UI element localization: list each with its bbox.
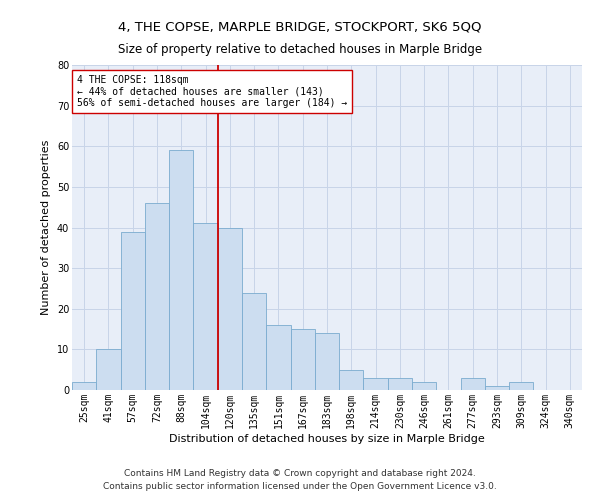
Bar [315,333,339,390]
Text: 4 THE COPSE: 118sqm
← 44% of detached houses are smaller (143)
56% of semi-detac: 4 THE COPSE: 118sqm ← 44% of detached ho… [77,74,347,108]
Bar [218,228,242,390]
Bar [485,386,509,390]
Bar [388,378,412,390]
Y-axis label: Number of detached properties: Number of detached properties [41,140,51,315]
Text: Size of property relative to detached houses in Marple Bridge: Size of property relative to detached ho… [118,42,482,56]
Bar [509,382,533,390]
Bar [412,382,436,390]
Bar [461,378,485,390]
Bar [290,329,315,390]
X-axis label: Distribution of detached houses by size in Marple Bridge: Distribution of detached houses by size … [169,434,485,444]
Bar [266,325,290,390]
Text: Contains public sector information licensed under the Open Government Licence v3: Contains public sector information licen… [103,482,497,491]
Bar [96,350,121,390]
Bar [339,370,364,390]
Bar [242,292,266,390]
Bar [72,382,96,390]
Text: 4, THE COPSE, MARPLE BRIDGE, STOCKPORT, SK6 5QQ: 4, THE COPSE, MARPLE BRIDGE, STOCKPORT, … [118,20,482,33]
Bar [169,150,193,390]
Bar [121,232,145,390]
Bar [145,203,169,390]
Bar [364,378,388,390]
Text: Contains HM Land Registry data © Crown copyright and database right 2024.: Contains HM Land Registry data © Crown c… [124,468,476,477]
Bar [193,224,218,390]
